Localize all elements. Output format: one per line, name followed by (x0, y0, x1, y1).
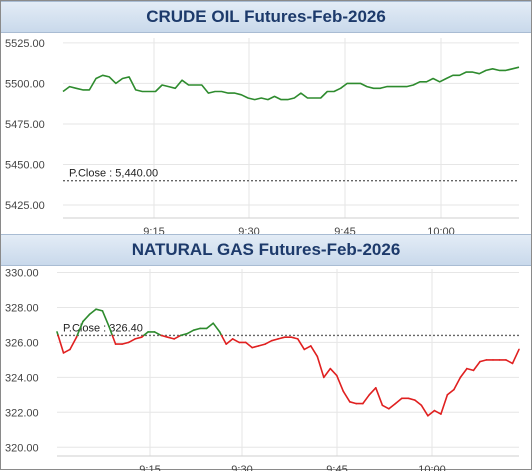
price-series-segment (231, 338, 240, 344)
price-series-segment (472, 360, 481, 372)
price-series-segment (394, 397, 403, 405)
price-series-segment (244, 341, 253, 349)
price-series-segment (186, 329, 195, 335)
plot-area (57, 269, 519, 456)
price-series-segment (290, 336, 299, 340)
price-series-segment (420, 404, 429, 417)
price-series-segment (264, 339, 273, 345)
y-tick-label: 5475.00 (5, 119, 45, 131)
price-series-segment (427, 409, 436, 417)
price-series-segment (192, 327, 201, 331)
plot-area (63, 38, 519, 218)
price-series-segment (440, 394, 449, 415)
price-series-segment (368, 387, 377, 396)
y-tick-label: 326.00 (5, 337, 39, 349)
price-series-segment (111, 334, 117, 345)
price-series-segment (453, 376, 462, 391)
price-series-segment (381, 404, 390, 410)
price-series-segment (212, 322, 221, 333)
price-series-segment (225, 338, 234, 345)
price-series-segment (257, 343, 267, 347)
previous-close-label: P.Close : 326.40 (63, 322, 143, 334)
price-series-segment (446, 388, 455, 396)
price-series-segment (303, 345, 312, 351)
price-series-segment (160, 334, 169, 338)
price-series-segment (57, 334, 65, 354)
price-series-segment (127, 338, 136, 344)
price-series-segment (205, 322, 214, 330)
y-tick-label: 320.00 (5, 442, 39, 454)
y-tick-label: 5425.00 (5, 200, 45, 212)
price-series-segment (414, 399, 423, 407)
price-series-segment (220, 334, 227, 345)
price-series-segment (505, 359, 514, 365)
price-series-segment (511, 348, 520, 365)
y-tick-label: 5450.00 (5, 159, 45, 171)
price-series-segment (88, 308, 97, 316)
natural-gas-chart: 9:15 9:30 9:45 10:00 330.00 328.00 326.00 324.0… (5, 267, 520, 471)
price-series-segment (251, 345, 260, 349)
price-series-segment (342, 390, 351, 403)
price-series-segment (143, 331, 149, 337)
price-series-segment (388, 402, 397, 410)
price-series-segment (76, 320, 84, 337)
price-series-segment (479, 359, 488, 363)
price-series-segment (433, 409, 442, 415)
price-series-segment (69, 336, 78, 351)
price-series-segment (335, 374, 345, 393)
price-series-segment (153, 331, 162, 337)
y-tick-label: 322.00 (5, 407, 39, 419)
price-series-segment (173, 334, 182, 340)
price-series-segment (316, 355, 325, 379)
price-series-segment (134, 336, 143, 340)
y-tick-label: 324.00 (5, 372, 39, 384)
price-series-segment (62, 348, 71, 354)
y-tick-label: 330.00 (5, 267, 39, 279)
crude-oil-title: CRUDE OIL Futures-Feb-2026 (1, 1, 531, 33)
price-series-segment (101, 310, 110, 328)
x-tick-label: 9:30 (231, 464, 252, 471)
price-series-segment (82, 313, 91, 323)
price-series-segment (277, 336, 286, 340)
price-series-segment (179, 332, 188, 337)
natural-gas-title: NATURAL GAS Futures-Feb-2026 (1, 234, 531, 266)
x-tick-label: 10:00 (418, 464, 446, 471)
y-tick-label: 5525.00 (5, 38, 45, 50)
price-series-segment (309, 345, 319, 358)
price-series-segment (296, 338, 306, 351)
price-series-segment (459, 367, 468, 379)
price-series-segment (95, 308, 104, 312)
price-series-segment (374, 387, 384, 407)
price-series-segment (348, 401, 358, 405)
price-series-segment (361, 394, 371, 405)
price-series-segment (121, 341, 130, 345)
price-series-segment (270, 338, 280, 342)
x-tick-label: 9:45 (326, 464, 347, 471)
x-tick-label: 9:15 (139, 464, 160, 471)
y-tick-label: 5500.00 (5, 78, 45, 90)
price-series-segment (466, 367, 475, 372)
crude-oil-chart: 9:15 9:30 9:45 10:005525.005500.005475.0054… (5, 38, 520, 238)
y-tick-label: 328.00 (5, 302, 39, 314)
previous-close-label: P.Close : 5,440.00 (69, 168, 158, 180)
price-series-segment (322, 367, 332, 379)
price-series-segment (329, 367, 338, 377)
price-series-segment (407, 397, 416, 401)
price-series-segment (108, 325, 114, 337)
price-series-segment (166, 336, 175, 340)
price-series-line (62, 66, 520, 101)
